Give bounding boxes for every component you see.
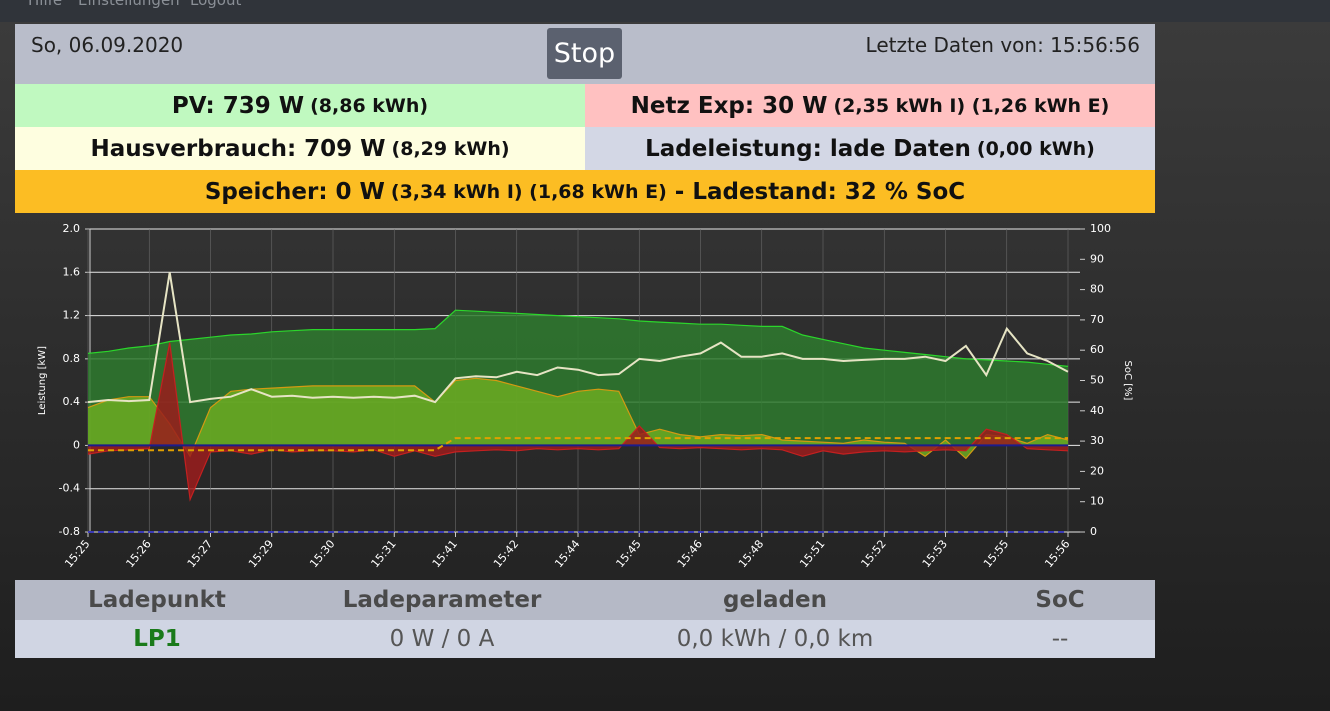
y2-tick-label: 80 <box>1090 283 1104 296</box>
y-tick-label: -0.4 <box>59 482 80 495</box>
y2-tick-label: 90 <box>1090 252 1104 265</box>
y2-tick-label: 40 <box>1090 404 1104 417</box>
tile-label: Netz Exp: 30 W <box>630 92 828 119</box>
series-area <box>88 378 1068 459</box>
y2-tick-label: 30 <box>1090 434 1104 447</box>
x-tick-label: 15:46 <box>675 538 705 571</box>
y-axis-title: Leistung [kW] <box>37 346 48 415</box>
table-row: LP1 0 W / 0 A 0,0 kWh / 0,0 km -- <box>15 620 1155 658</box>
tile-detail: (8,29 kWh) <box>391 137 510 160</box>
y-tick-label: 2.0 <box>63 222 81 235</box>
storage-tile: Speicher: 0 W (3,34 kWh I) (1,68 kWh E) - … <box>15 170 1155 213</box>
x-tick-label: 15:56 <box>1042 538 1072 571</box>
y2-tick-label: 0 <box>1090 525 1097 538</box>
x-tick-label: 15:30 <box>307 538 337 571</box>
house-tile: Hausverbrauch: 709 W (8,29 kWh) <box>15 127 585 170</box>
x-tick-label: 15:27 <box>185 538 215 571</box>
series-line <box>88 437 1068 452</box>
table-cell: LP1 <box>133 626 181 652</box>
table-cell: 0 W / 0 A <box>389 626 495 652</box>
charge-tile: Ladeleistung: lade Daten (0,00 kWh) <box>585 127 1155 170</box>
x-tick-label: 15:55 <box>981 538 1011 571</box>
pv-tile: PV: 739 W (8,86 kWh) <box>15 84 585 127</box>
y2-tick-label: 20 <box>1090 464 1104 477</box>
tile-soc: - Ladestand: 32 % SoC <box>674 178 966 205</box>
tile-label: PV: 739 W <box>171 92 305 119</box>
table-cell: 0,0 kWh / 0,0 km <box>676 626 874 652</box>
table-heading: Ladeparameter <box>342 587 542 613</box>
x-tick-label: 15:53 <box>920 538 950 571</box>
last-update: Letzte Daten von: 15:56:56 <box>865 33 1140 57</box>
table-heading: Ladepunkt <box>88 587 226 613</box>
nav-bar: Hilfe Einstellungen Logout <box>0 0 1330 22</box>
chart: -0.8 -0.4 0 0.4 0.8 1.2 1.6 2.0 0 10 20 30 40 50 60 70 8… <box>37 222 1133 571</box>
y-tick-label: 1.2 <box>63 309 81 322</box>
series-line <box>87 309 1069 367</box>
nav-link[interactable]: Logout <box>190 0 242 9</box>
y2-tick-label: 50 <box>1090 374 1104 387</box>
table-heading: SoC <box>1035 587 1085 613</box>
x-tick-label: 15:48 <box>736 538 766 571</box>
y2-tick-label: 60 <box>1090 343 1104 356</box>
table-cell: -- <box>1051 626 1069 652</box>
stop-button[interactable]: Stop <box>547 28 622 79</box>
y-tick-label: 0.4 <box>63 395 81 408</box>
tile-label: Speicher: 0 W <box>204 178 385 205</box>
x-tick-label: 15:31 <box>369 538 399 571</box>
y-tick-label: 1.6 <box>63 265 81 278</box>
x-tick-label: 15:52 <box>859 538 889 571</box>
tile-detail: (3,34 kWh I) (1,68 kWh E) <box>390 180 667 203</box>
tile-label: Hausverbrauch: 709 W <box>90 135 386 162</box>
table-heading: geladen <box>723 587 827 613</box>
x-tick-label: 15:29 <box>246 538 276 571</box>
x-tick-label: 15:26 <box>124 538 154 571</box>
grid-tile: Netz Exp: 30 W (2,35 kWh I) (1,26 kWh E) <box>585 84 1155 127</box>
tile-label: Ladeleistung: lade Daten <box>645 135 971 162</box>
x-tick-label: 15:45 <box>614 538 644 571</box>
y2-tick-label: 100 <box>1090 222 1111 235</box>
tile-detail: (8,86 kWh) <box>310 94 429 117</box>
y2-axis-title: SoC [%] <box>1122 361 1133 401</box>
x-tick-label: 15:42 <box>491 538 521 571</box>
table-header: Ladepunkt Ladeparameter geladen SoC <box>15 580 1155 620</box>
y2-tick-label: 70 <box>1090 313 1104 326</box>
nav-link[interactable]: Hilfe <box>28 0 63 9</box>
date: So, 06.09.2020 <box>31 33 184 57</box>
y-tick-label: 0.8 <box>63 352 81 365</box>
x-tick-label: 15:44 <box>552 538 582 571</box>
x-tick-label: 15:51 <box>797 538 827 571</box>
x-tick-label: 15:25 <box>62 538 92 571</box>
x-tick-label: 15:41 <box>430 538 460 571</box>
tile-detail: (0,00 kWh) <box>976 137 1095 160</box>
series-line <box>87 342 1069 502</box>
y-tick-label: -0.8 <box>59 525 80 538</box>
tile-detail: (2,35 kWh I) (1,26 kWh E) <box>833 94 1110 117</box>
header: So, 06.09.2020 Stop Letzte Daten von: 15… <box>15 24 1155 84</box>
series-line <box>87 272 1069 404</box>
y-tick-label: 0 <box>73 438 80 451</box>
y2-tick-label: 10 <box>1090 495 1104 508</box>
nav-link[interactable]: Einstellungen <box>78 0 180 9</box>
